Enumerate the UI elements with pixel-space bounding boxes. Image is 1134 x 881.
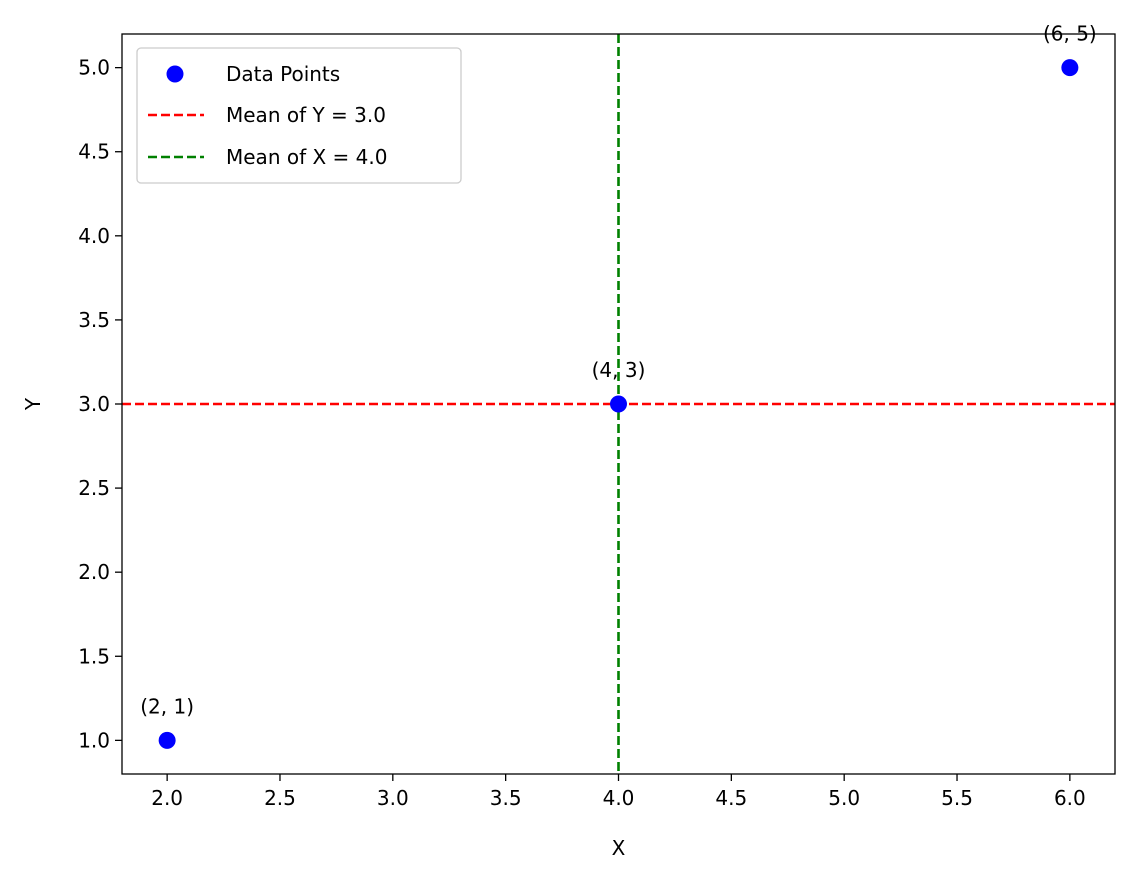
y-tick-label: 2.0 — [78, 560, 110, 584]
legend: Data Points Mean of Y = 3.0 Mean of X = … — [137, 48, 461, 183]
y-axis-label: Y — [21, 397, 45, 411]
x-tick-label: 2.5 — [264, 786, 296, 810]
point-annotation: (2, 1) — [140, 694, 194, 718]
y-tick-label: 3.5 — [78, 308, 110, 332]
y-tick-label: 4.5 — [78, 140, 110, 164]
y-tick-label: 2.5 — [78, 476, 110, 500]
x-tick-label: 3.5 — [490, 786, 522, 810]
legend-label-mean-x: Mean of X = 4.0 — [226, 145, 387, 169]
y-tick-label: 3.0 — [78, 392, 110, 416]
data-point — [1061, 59, 1078, 76]
y-tick-label: 1.0 — [78, 728, 110, 752]
y-tick-label: 1.5 — [78, 644, 110, 668]
x-tick-label: 5.0 — [828, 786, 860, 810]
y-tick-label: 5.0 — [78, 56, 110, 80]
x-axis-label: X — [612, 836, 626, 860]
x-tick-label: 4.0 — [603, 786, 635, 810]
x-axis-ticks: 2.0 2.5 3.0 3.5 4.0 4.5 5.0 5.5 6.0 — [151, 774, 1086, 810]
y-tick-label: 4.0 — [78, 224, 110, 248]
data-point — [610, 396, 627, 413]
legend-marker-data-points — [167, 66, 184, 83]
x-tick-label: 4.5 — [715, 786, 747, 810]
legend-label-data-points: Data Points — [226, 62, 340, 86]
x-tick-label: 2.0 — [151, 786, 183, 810]
y-axis-ticks: 1.0 1.5 2.0 2.5 3.0 3.5 4.0 4.5 5.0 — [78, 56, 122, 753]
x-tick-label: 5.5 — [941, 786, 973, 810]
x-tick-label: 6.0 — [1054, 786, 1086, 810]
legend-label-mean-y: Mean of Y = 3.0 — [226, 103, 386, 127]
x-tick-label: 3.0 — [377, 786, 409, 810]
data-point — [159, 732, 176, 749]
point-annotation: (4, 3) — [592, 358, 646, 382]
